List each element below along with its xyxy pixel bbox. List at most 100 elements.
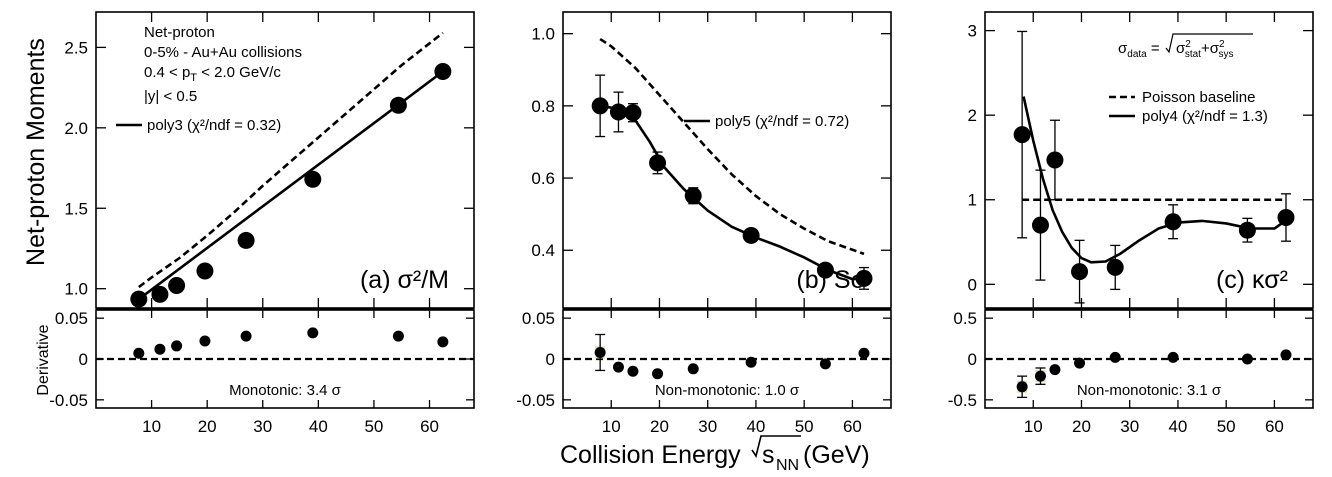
panel-b-derivative-point (652, 368, 664, 380)
legend-poisson: Poisson baseline (1142, 89, 1255, 106)
x-tick-label: 20 (1072, 417, 1091, 436)
x-tick-label: 10 (1024, 417, 1043, 436)
derivative-y-tick-label: 0 (968, 350, 977, 369)
y-tick-label: 3 (968, 22, 977, 41)
panel-b-baseline (599, 37, 865, 256)
panel-b-label: (b) Sσ (796, 266, 866, 294)
x-axis-label-s: s (762, 441, 775, 469)
panel-c-data-point (1277, 209, 1295, 227)
panel-b-derivative-point (858, 347, 870, 359)
y-tick-label: 2.5 (64, 38, 88, 57)
derivative-y-tick-label: -0.5 (948, 391, 977, 410)
panel-b-data-point (742, 226, 760, 244)
y-tick-label: 2 (968, 106, 977, 125)
panel-c-derivative-point (1016, 381, 1028, 393)
panel-b-data-point (624, 104, 642, 122)
panel-a-derivative-point (240, 330, 252, 342)
x-tick-label: 30 (698, 417, 717, 436)
panel-c-derivative-point (1167, 351, 1179, 363)
panel-b-legend: poly5 (χ²/ndf = 0.72) (684, 113, 849, 130)
panel-b-derivative-point (594, 346, 606, 358)
panel-a-data-point (168, 276, 186, 294)
panel-a-derivative-point (392, 330, 404, 342)
sqrt-sign (751, 435, 801, 458)
panel-c-derivative-point (1109, 351, 1121, 363)
y-tick-label: 1.0 (64, 280, 88, 299)
x-axis-label: Collision Energy s NN (GeV) (560, 435, 870, 474)
derivative-y-tick-label: 0.05 (522, 309, 555, 328)
panel-a-derivative-point (307, 327, 319, 339)
derivative-y-tick-label: -0.05 (516, 391, 555, 410)
panel-b-derivative-point (687, 363, 699, 375)
panel-a-annotation: Net-proton 0-5% - Au+Au collisions 0.4 <… (116, 24, 302, 134)
panel-c-derivative-point (1280, 349, 1292, 361)
panel-b: 0.4 0.6 0.8 1.0 -0.05 0 0.05 10 20 30 40 50 60 Non-mo… (516, 11, 892, 436)
x-axis-label-unit: (GeV) (803, 441, 870, 469)
panel-c-data-point (1164, 213, 1182, 231)
panel-a-data-point (389, 96, 407, 114)
panel-a-derivative-point (171, 340, 183, 352)
x-tick-label: 30 (253, 417, 272, 436)
panel-a-label: (a) σ²/M (360, 266, 449, 294)
y-axis-label-derivative: Derivative (35, 324, 52, 395)
annotation-centrality: 0-5% - Au+Au collisions (144, 44, 302, 61)
annotation-pt: 0.4 < pT < 2.0 GeV/c (144, 64, 281, 84)
y-tick-label: 0 (968, 275, 977, 294)
x-tick-label: 10 (142, 417, 161, 436)
panel-c-label: (c) κσ² (1216, 266, 1288, 294)
panel-a-derivative-point (199, 335, 211, 347)
x-tick-label: 50 (795, 417, 814, 436)
formula-sqrt (1165, 33, 1253, 54)
panel-b-derivative-point (627, 365, 639, 377)
panel-b-data-point (816, 261, 834, 279)
legend-fit-b: poly5 (χ²/ndf = 0.72) (715, 113, 849, 130)
derivative-y-tick-label: 0 (546, 350, 555, 369)
panel-a: 1.0 1.5 2.0 2.5 -0.05 0 0.05 10 20 30 40 50 60 Monoto… (49, 11, 475, 436)
y-axis-label-moments: Net-proton Moments (22, 38, 50, 266)
y-tick-label: 0.6 (531, 169, 555, 188)
derivative-y-tick-label: 0 (79, 350, 88, 369)
derivative-y-tick-label: -0.05 (49, 391, 88, 410)
x-tick-label: 10 (602, 417, 621, 436)
panel-c-legend: σdata = σ2 stat+σ2 sys Poisson baseline po… (1109, 33, 1268, 125)
x-tick-label: 40 (1168, 417, 1187, 436)
panel-c-derivative-point (1049, 364, 1061, 376)
x-tick-label: 60 (420, 417, 439, 436)
panel-b-data-point (649, 154, 667, 172)
panel-c-derivative-point (1074, 357, 1086, 369)
x-tick-label: 40 (746, 417, 765, 436)
panel-a-derivative-point (154, 343, 166, 355)
x-axis-label-subscript: NN (776, 457, 799, 474)
panel-b-data-point (609, 103, 627, 121)
x-tick-label: 60 (1265, 417, 1284, 436)
legend-fit-c: poly4 (χ²/ndf = 1.3) (1142, 108, 1268, 125)
panel-c-data-point (1106, 258, 1124, 276)
y-tick-label: 2.0 (64, 119, 88, 138)
panel-b-data-point (591, 97, 609, 115)
panel-a-data-point (196, 262, 214, 280)
panel-b-significance: Non-monotonic: 1.0 σ (655, 382, 800, 399)
x-tick-label: 40 (309, 417, 328, 436)
x-tick-label: 60 (843, 417, 862, 436)
y-tick-label: 0.4 (531, 241, 555, 260)
panel-c-data-point (1238, 221, 1256, 239)
panel-a-derivative-point (437, 336, 449, 348)
x-tick-label: 20 (650, 417, 669, 436)
y-tick-label: 1 (968, 191, 977, 210)
formula-sigma-data: σdata = (1118, 40, 1160, 60)
panel-a-data-point (151, 285, 169, 303)
panel-a-derivative-point (133, 347, 145, 359)
x-tick-label: 20 (198, 417, 217, 436)
annotation-net-proton: Net-proton (144, 24, 215, 41)
formula-body: σ2 stat+σ2 sys (1176, 39, 1234, 60)
y-tick-label: 0.8 (531, 97, 555, 116)
panel-a-data-point (130, 290, 148, 308)
y-tick-label: 1.5 (64, 199, 88, 218)
panel-a-data-point (237, 231, 255, 249)
panel-b-derivative-point (612, 361, 624, 373)
panel-b-frame (562, 11, 892, 309)
annotation-rapidity: |y| < 0.5 (144, 88, 197, 105)
panel-c-data-point (1071, 263, 1089, 281)
x-tick-label: 50 (1217, 417, 1236, 436)
